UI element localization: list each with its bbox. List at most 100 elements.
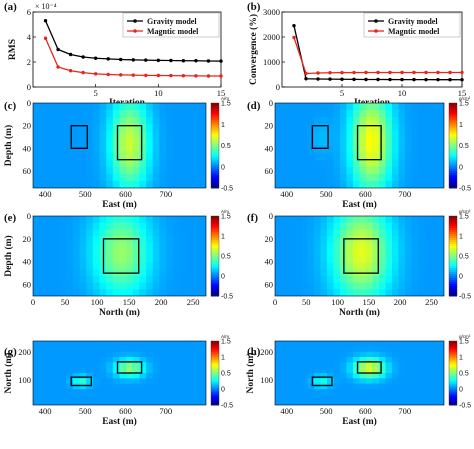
heatmap-cell	[327, 242, 335, 250]
heatmap-cell	[186, 180, 194, 188]
heatmap-cell	[39, 124, 47, 132]
colorbar-segment	[211, 280, 219, 283]
heatmap-cell	[301, 222, 309, 230]
colorbar-frame	[210, 340, 220, 406]
heatmap-cell	[86, 276, 94, 284]
heatmap-cell	[52, 357, 61, 363]
heatmap-cell	[72, 389, 81, 395]
colorbar-tick-label: 1	[459, 122, 463, 129]
x-tick-label: 700	[398, 189, 411, 199]
heatmap-cell	[353, 236, 361, 244]
heatmap-cell	[314, 351, 322, 358]
x-tick-label: 100	[331, 297, 344, 307]
colorbar-segment	[449, 384, 457, 387]
heatmap-cell	[359, 166, 367, 175]
heatmap-cell	[353, 282, 361, 290]
heatmap-cell	[72, 216, 81, 224]
heatmap-cell	[99, 367, 107, 374]
heatmap-cell	[431, 399, 439, 405]
heatmap-cell	[418, 282, 426, 290]
heatmap-cell	[398, 394, 406, 401]
colorbar-segment	[449, 120, 457, 123]
heatmap-cell	[152, 262, 161, 270]
heatmap-cell	[92, 357, 101, 363]
heatmap-cell	[92, 138, 101, 147]
heatmap-cell	[33, 367, 41, 374]
heatmap-cell	[199, 367, 206, 374]
data-point	[181, 74, 186, 78]
heatmap-cell	[39, 249, 47, 257]
heatmap-cell	[172, 341, 180, 347]
heatmap-cell	[366, 346, 374, 353]
heatmap-cell	[437, 229, 444, 237]
heatmap-cell	[314, 138, 322, 147]
heatmap-cell	[92, 378, 101, 385]
heatmap-cell	[179, 173, 187, 182]
heatmap-cell	[424, 357, 432, 363]
heatmap-cell	[39, 399, 47, 405]
heatmap-cell	[340, 351, 348, 358]
colorbar-segment	[449, 270, 457, 273]
heatmap-cell	[152, 110, 161, 118]
heatmap-cell	[437, 373, 444, 379]
heatmap-cell	[66, 110, 74, 118]
colorbar-segment	[211, 175, 219, 178]
heatmap-cell	[385, 394, 393, 401]
heatmap-cell	[192, 282, 200, 290]
heatmap-cell	[314, 145, 322, 154]
colorbar-segment	[211, 156, 219, 159]
heatmap-cell	[301, 378, 309, 385]
colorbar-segment	[449, 160, 457, 163]
heatmap-cell	[52, 180, 61, 188]
colorbar-segment	[211, 134, 219, 138]
heatmap-cell	[314, 362, 322, 369]
heatmap-cell	[192, 242, 200, 250]
heatmap-cell	[418, 152, 426, 161]
heatmap-cell	[320, 276, 328, 284]
heatmap-cell	[385, 399, 393, 405]
heatmap-cell	[340, 229, 348, 237]
heatmap-cell	[99, 276, 107, 284]
colorbar-tick-label: 1.5	[221, 101, 231, 108]
heatmap-cell	[39, 367, 47, 374]
heatmap-cell	[159, 131, 167, 140]
heatmap-cell	[179, 346, 187, 353]
heatmap-cell	[366, 229, 374, 237]
heatmap-cell	[301, 242, 309, 250]
heatmap-cell	[346, 373, 354, 379]
heatmap-cell	[385, 103, 393, 111]
heatmap-cell	[418, 262, 426, 270]
heatmap-cell	[172, 236, 180, 244]
colorbar-segment	[211, 177, 219, 180]
panel-tag: (b)	[247, 1, 261, 13]
heatmap-cell	[301, 145, 309, 154]
heatmap-cell	[166, 216, 174, 224]
heatmap-cell	[106, 145, 114, 154]
colorbar-segment	[449, 156, 457, 159]
heatmap-cell	[392, 222, 400, 230]
heatmap-cell	[340, 276, 348, 284]
heatmap-cell	[424, 399, 432, 405]
heatmap-cell	[186, 222, 194, 230]
heatmap-cell	[86, 152, 94, 161]
model-body-box	[70, 125, 88, 149]
heatmap-cell	[424, 249, 432, 257]
heatmap-cell	[320, 373, 328, 379]
colorbar-tick-label: 1.5	[459, 339, 469, 346]
heatmap-cell	[46, 110, 54, 118]
heatmap-cell	[152, 289, 161, 296]
heatmap-cell	[33, 394, 41, 401]
colorbar-tick-label: 1	[221, 122, 225, 129]
heatmap-cell	[424, 373, 432, 379]
heatmap-cell	[39, 110, 47, 118]
heatmap-cell	[106, 222, 114, 230]
colorbar-segment	[449, 294, 457, 297]
heatmap-cell	[405, 276, 413, 284]
heatmap-cell	[275, 222, 283, 230]
heatmap-cell	[333, 152, 341, 161]
colorbar-segment	[211, 387, 219, 390]
heatmap-cell	[139, 152, 147, 161]
heatmap-cell	[126, 256, 134, 264]
heatmap-cell	[359, 346, 367, 353]
